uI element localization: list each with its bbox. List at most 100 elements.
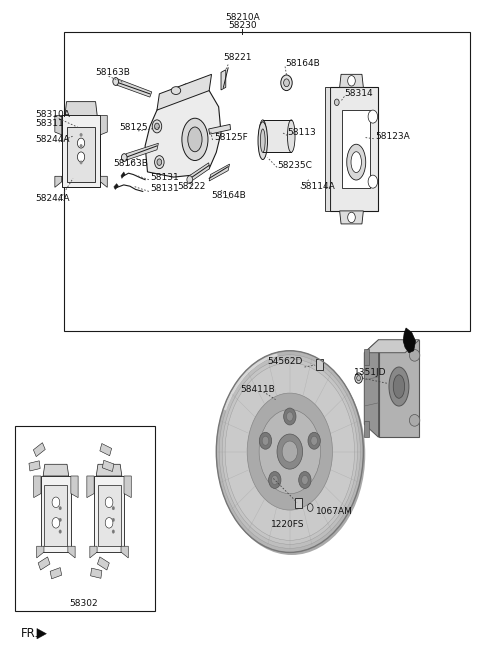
Circle shape — [105, 518, 113, 528]
Polygon shape — [364, 350, 369, 365]
Text: 58222: 58222 — [178, 182, 206, 191]
Circle shape — [80, 133, 82, 136]
Circle shape — [112, 530, 115, 533]
Circle shape — [112, 506, 115, 510]
Polygon shape — [102, 461, 114, 472]
Circle shape — [301, 476, 308, 485]
Bar — [64, 32, 470, 331]
Text: 58113: 58113 — [288, 129, 316, 137]
Polygon shape — [100, 443, 112, 456]
Text: 58411B: 58411B — [240, 385, 275, 394]
Circle shape — [368, 175, 378, 188]
Polygon shape — [96, 464, 122, 476]
Text: 58244A: 58244A — [35, 135, 70, 144]
Polygon shape — [121, 546, 128, 558]
Circle shape — [355, 373, 362, 383]
Polygon shape — [364, 340, 420, 353]
Circle shape — [348, 213, 355, 222]
Text: 58125: 58125 — [119, 123, 147, 132]
Polygon shape — [325, 87, 330, 211]
Polygon shape — [145, 84, 221, 177]
Text: 58163B: 58163B — [113, 159, 148, 168]
Circle shape — [113, 77, 119, 85]
Polygon shape — [379, 340, 420, 438]
Polygon shape — [189, 163, 210, 182]
Circle shape — [155, 155, 164, 169]
Ellipse shape — [261, 129, 265, 152]
Text: 58310A: 58310A — [35, 110, 70, 119]
Circle shape — [282, 441, 298, 462]
Polygon shape — [34, 476, 41, 498]
Ellipse shape — [182, 118, 208, 161]
Circle shape — [112, 518, 115, 522]
Circle shape — [262, 436, 269, 445]
Circle shape — [348, 75, 355, 86]
Circle shape — [59, 518, 61, 522]
Circle shape — [77, 152, 84, 162]
Polygon shape — [29, 461, 40, 471]
Polygon shape — [50, 567, 62, 579]
Ellipse shape — [347, 144, 366, 180]
Polygon shape — [97, 557, 109, 570]
Ellipse shape — [409, 415, 420, 426]
Polygon shape — [342, 110, 371, 188]
Polygon shape — [295, 499, 301, 508]
Ellipse shape — [171, 87, 180, 94]
Text: 58244A: 58244A — [35, 194, 70, 203]
Circle shape — [157, 159, 162, 165]
Circle shape — [311, 436, 317, 445]
Polygon shape — [364, 421, 369, 437]
Circle shape — [80, 144, 82, 148]
Circle shape — [247, 393, 333, 510]
Text: 58235C: 58235C — [277, 161, 312, 170]
Polygon shape — [334, 97, 342, 105]
Text: FR.: FR. — [21, 627, 39, 640]
Text: 58314: 58314 — [344, 89, 373, 98]
Text: 58311: 58311 — [35, 119, 64, 128]
Circle shape — [259, 432, 272, 449]
Polygon shape — [97, 485, 120, 546]
Polygon shape — [403, 328, 416, 353]
Polygon shape — [263, 120, 291, 152]
Text: 58114A: 58114A — [301, 182, 336, 191]
Polygon shape — [116, 79, 152, 97]
Polygon shape — [37, 628, 47, 639]
Polygon shape — [209, 164, 229, 181]
Circle shape — [59, 506, 61, 510]
Circle shape — [269, 472, 281, 489]
Polygon shape — [62, 115, 100, 188]
Polygon shape — [364, 340, 379, 438]
Polygon shape — [90, 546, 97, 558]
Ellipse shape — [389, 367, 409, 406]
Circle shape — [299, 472, 311, 489]
Ellipse shape — [409, 350, 420, 361]
Circle shape — [225, 363, 355, 541]
Polygon shape — [55, 115, 62, 135]
Ellipse shape — [351, 152, 361, 173]
Ellipse shape — [393, 375, 405, 398]
Polygon shape — [124, 476, 131, 498]
Polygon shape — [316, 359, 323, 370]
Circle shape — [335, 99, 339, 106]
Circle shape — [368, 110, 378, 123]
Text: 58164B: 58164B — [211, 192, 246, 201]
Circle shape — [277, 434, 302, 469]
Polygon shape — [68, 546, 75, 558]
Circle shape — [272, 476, 278, 485]
Circle shape — [284, 408, 296, 425]
Polygon shape — [91, 568, 102, 579]
Text: 58163B: 58163B — [96, 68, 130, 77]
Circle shape — [52, 497, 60, 508]
Text: 58164B: 58164B — [285, 59, 320, 68]
Circle shape — [52, 518, 60, 528]
Text: 58125F: 58125F — [214, 133, 248, 142]
Polygon shape — [44, 485, 68, 546]
Polygon shape — [87, 476, 94, 498]
Text: 58131: 58131 — [150, 173, 179, 182]
Circle shape — [216, 351, 363, 552]
Polygon shape — [114, 184, 119, 190]
Polygon shape — [121, 172, 125, 178]
Polygon shape — [330, 87, 378, 211]
Circle shape — [105, 497, 113, 508]
Bar — [14, 426, 155, 611]
